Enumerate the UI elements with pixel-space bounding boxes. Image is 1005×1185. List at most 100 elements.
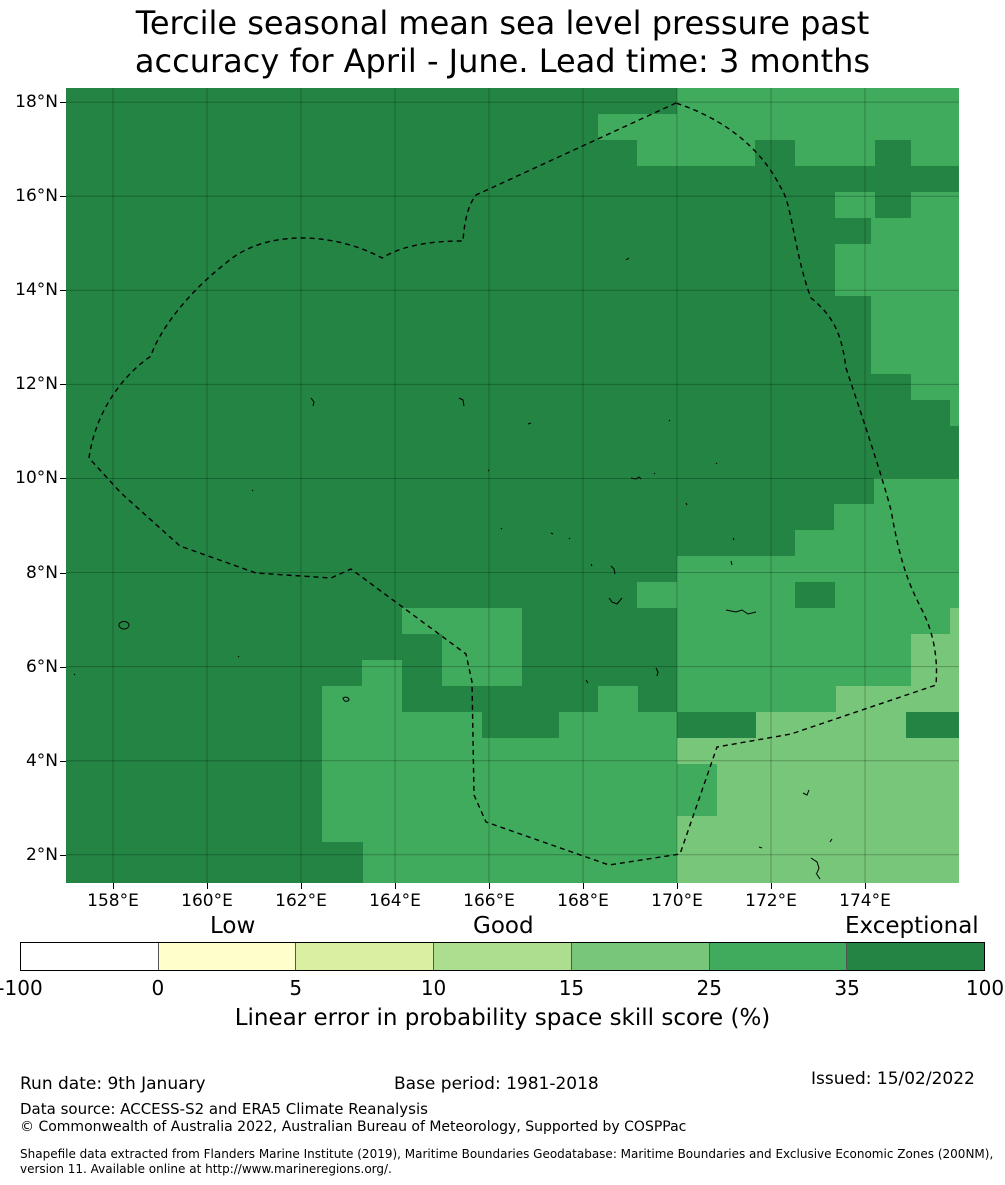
region-cell xyxy=(795,582,835,608)
island-outline xyxy=(610,565,616,575)
region-cell xyxy=(835,192,875,218)
lat-tick-label: 14°N xyxy=(15,280,58,301)
colorbar-segment xyxy=(434,943,572,970)
run-date: Run date: 9th January xyxy=(20,1074,206,1094)
island-outline xyxy=(73,673,76,676)
colorbar-label: Linear error in probability space skill … xyxy=(234,1005,771,1031)
island-outline xyxy=(685,502,688,506)
lon-tick-label: 164°E xyxy=(369,891,421,911)
colorbar-tick-label: -100 xyxy=(0,976,43,1000)
lat-tick-mark xyxy=(60,760,66,762)
region-cell xyxy=(677,686,756,712)
lat-tick-label: 6°N xyxy=(25,656,58,677)
lon-tick-mark xyxy=(207,883,208,889)
region-cell xyxy=(836,686,959,712)
region-cell xyxy=(911,192,959,218)
copyright: © Commonwealth of Australia 2022, Austra… xyxy=(20,1119,687,1135)
colorbar-segment xyxy=(158,943,297,970)
region-cell xyxy=(677,764,717,816)
region-cell xyxy=(402,608,522,634)
island-outline xyxy=(758,846,763,849)
region-cell xyxy=(950,608,959,634)
colorbar-segment xyxy=(296,943,435,970)
lat-tick-mark xyxy=(60,196,66,198)
island-outline xyxy=(118,621,130,630)
lat-tick-label: 16°N xyxy=(15,186,58,207)
islands xyxy=(73,257,833,880)
lon-tick-label: 172°E xyxy=(745,891,797,911)
issued-date: Issued: 15/02/2022 xyxy=(811,1069,975,1089)
graticule xyxy=(66,88,959,883)
island-outline xyxy=(527,422,532,425)
category-good: Good xyxy=(473,913,534,939)
data-source: Data source: ACCESS-S2 and ERA5 Climate … xyxy=(20,1100,428,1118)
region-cell xyxy=(442,686,482,712)
category-exceptional: Exceptional xyxy=(845,913,979,939)
colorbar-segment xyxy=(847,943,985,970)
region-cell xyxy=(795,166,835,192)
island-outline xyxy=(500,527,503,530)
island-outline xyxy=(730,560,733,566)
lon-tick-mark xyxy=(113,883,114,889)
skill-score-cells xyxy=(66,88,959,883)
lat-tick-mark xyxy=(60,384,66,386)
island-outline xyxy=(237,655,240,658)
region-cell xyxy=(637,140,677,166)
colorbar-tick-label: 15 xyxy=(558,976,585,1000)
region-cell xyxy=(871,166,911,192)
lat-tick-label: 8°N xyxy=(25,562,58,583)
map-canvas xyxy=(66,88,959,883)
lat-tick-mark xyxy=(60,666,66,668)
colorbar-segment xyxy=(571,943,710,970)
lat-tick-label: 10°N xyxy=(15,468,58,489)
lon-tick-label: 160°E xyxy=(181,891,233,911)
region-cell xyxy=(755,140,795,166)
region-cell xyxy=(677,738,959,883)
island-outline xyxy=(585,679,589,684)
colorbar-tick-label: 35 xyxy=(834,976,860,1000)
lon-tick-mark xyxy=(583,883,584,889)
island-outline xyxy=(310,397,315,407)
region-cell xyxy=(871,296,959,374)
colorbar-tick-label: 5 xyxy=(289,976,303,1000)
island-outline xyxy=(653,472,656,475)
island-outline xyxy=(655,667,659,677)
island-outline xyxy=(630,476,642,480)
region-cell xyxy=(362,660,402,686)
colorbar-tick-label: 10 xyxy=(420,976,447,1000)
island-outline xyxy=(732,537,735,541)
region-cell xyxy=(911,634,959,686)
region-cell xyxy=(363,816,423,883)
map-title: Tercile seasonal mean sea level pressure… xyxy=(0,4,1005,80)
lat-tick-label: 2°N xyxy=(25,844,58,865)
island-outline xyxy=(715,462,718,465)
region-cell xyxy=(950,400,959,426)
island-outline xyxy=(487,469,490,472)
region-cell xyxy=(756,712,906,738)
region-cell xyxy=(598,114,678,140)
category-low: Low xyxy=(210,913,256,939)
region-cell xyxy=(871,218,959,244)
lat-tick-mark xyxy=(60,290,66,292)
lon-tick-mark xyxy=(395,883,396,889)
skill-score-map xyxy=(66,88,959,883)
title-line-1: Tercile seasonal mean sea level pressure… xyxy=(135,4,870,42)
title-line-2: accuracy for April - June. Lead time: 3 … xyxy=(134,42,871,80)
island-outline xyxy=(608,597,623,605)
lon-tick-mark xyxy=(865,883,866,889)
island-outline xyxy=(568,537,571,540)
lat-tick-mark xyxy=(60,572,66,574)
region-cell xyxy=(835,244,959,296)
island-outline xyxy=(725,609,757,615)
colorbar-tick-label: 0 xyxy=(151,976,165,1000)
lat-tick-label: 4°N xyxy=(25,750,58,771)
region-cell xyxy=(442,634,522,686)
island-outline xyxy=(802,789,810,796)
lon-tick-label: 158°E xyxy=(87,891,139,911)
island-outline xyxy=(590,563,593,567)
island-outline xyxy=(458,397,465,407)
region-cell xyxy=(874,478,959,504)
eez-boundary xyxy=(88,102,938,866)
region-cell xyxy=(795,140,835,166)
region-cell xyxy=(911,374,959,400)
